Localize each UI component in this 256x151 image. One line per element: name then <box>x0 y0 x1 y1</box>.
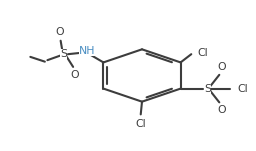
Text: Cl: Cl <box>237 84 248 94</box>
Text: S: S <box>60 49 67 59</box>
Text: O: O <box>55 27 64 37</box>
Text: Cl: Cl <box>197 48 208 58</box>
Text: NH: NH <box>79 47 95 56</box>
Text: O: O <box>71 70 79 80</box>
Text: S: S <box>204 84 211 94</box>
Text: O: O <box>218 62 226 72</box>
Text: Cl: Cl <box>135 119 146 129</box>
Text: O: O <box>218 105 226 115</box>
